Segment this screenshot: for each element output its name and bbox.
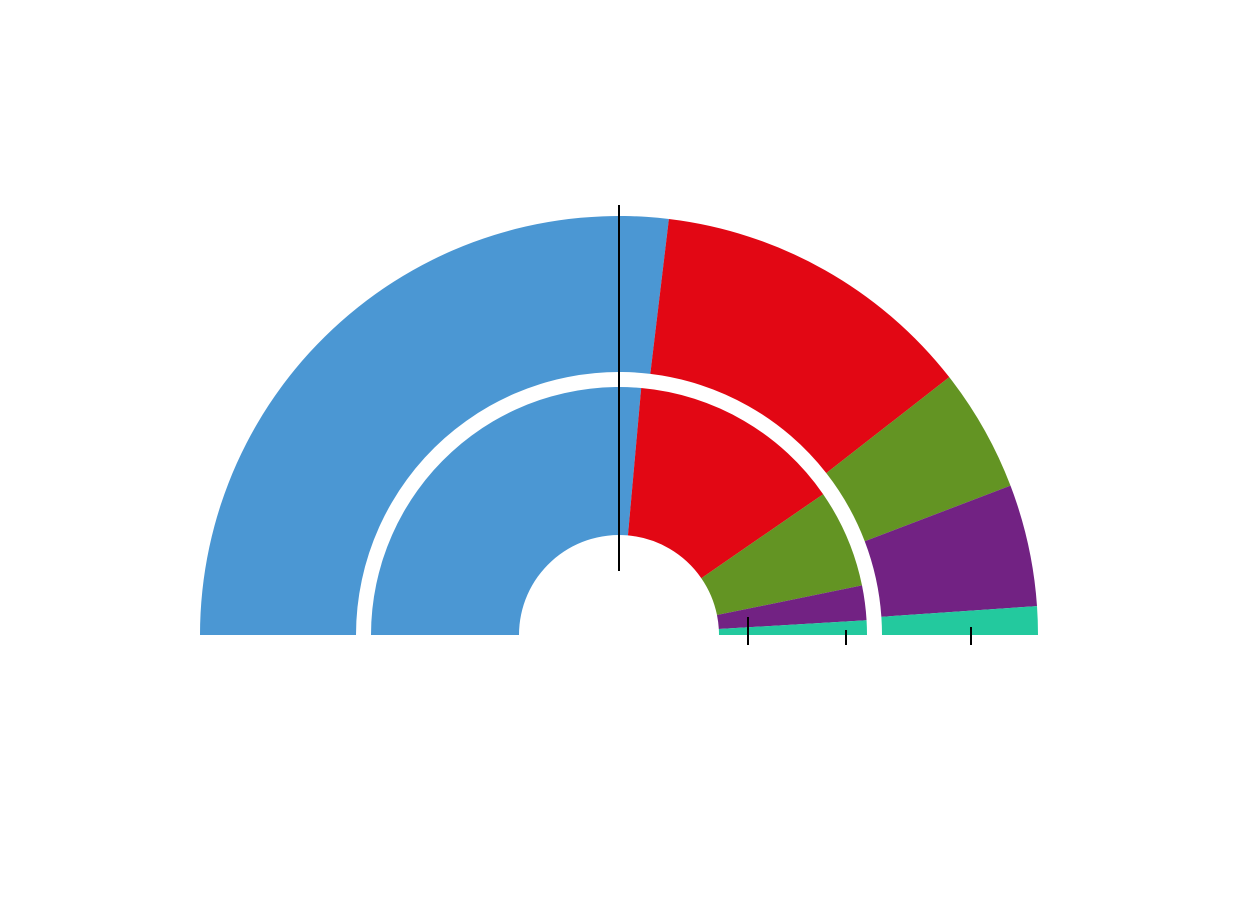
ring-segment <box>716 585 867 630</box>
ring-segment <box>200 216 669 635</box>
ring-segment <box>627 387 824 579</box>
rings <box>200 216 1038 635</box>
ring-segment <box>370 386 642 635</box>
ring-segment <box>881 606 1038 635</box>
ring-segment <box>718 620 867 635</box>
ring-segment <box>826 377 1011 542</box>
ring-segment <box>701 494 862 616</box>
ring-segment <box>650 218 950 474</box>
ring-segment <box>864 485 1037 617</box>
